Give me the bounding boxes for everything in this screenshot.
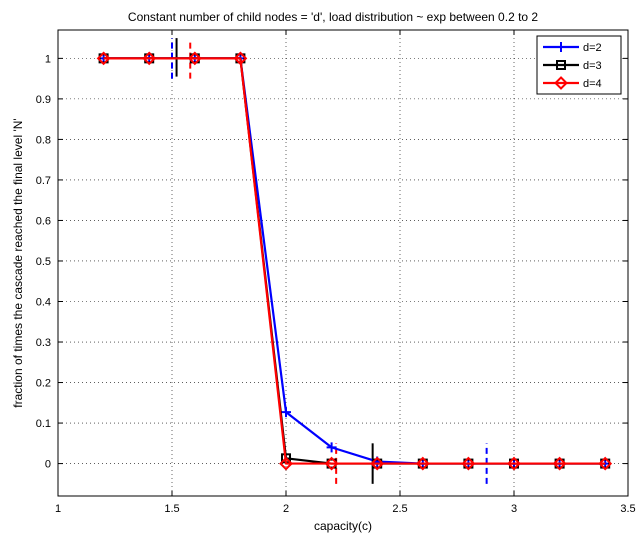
data-point: [461, 456, 476, 471]
y-tick-label: 0.3: [36, 337, 51, 349]
y-tick-label: 0.6: [36, 215, 51, 227]
plot-frame: [57, 29, 629, 497]
y-tick-label: 0.1: [36, 418, 51, 430]
data-point: [281, 407, 291, 418]
y-tick-label: 0.4: [36, 296, 51, 308]
series-d=4: [96, 51, 613, 471]
legend: d=2 d=3 d=4: [536, 35, 622, 95]
data-point: [415, 456, 430, 471]
tick-layer: 1 1.5 2 2.5 3 3.5 0 0.1 0.2 0.3 0.4 0.5 0.6 0.7 0.8 0.9…: [36, 30, 636, 515]
data-point: [233, 51, 248, 66]
plot-area: [58, 30, 628, 496]
grid-layer: [58, 30, 628, 496]
data-point: [324, 456, 339, 471]
legend-marker: [554, 76, 568, 90]
data-point: [598, 456, 613, 471]
y-tick-label: 0.5: [36, 256, 51, 268]
legend-marker: [556, 60, 566, 70]
x-tick-label: 3.5: [620, 503, 635, 515]
y-tick-label: 1: [45, 53, 51, 65]
data-point: [552, 456, 567, 471]
legend-label: d=4: [583, 78, 602, 90]
x-tick-label: 1: [55, 503, 61, 515]
chart-title: Constant number of child nodes = 'd', lo…: [128, 10, 539, 24]
data-point: [326, 442, 337, 453]
x-tick-label: 3: [511, 503, 517, 515]
x-tick-label: 1.5: [164, 503, 179, 515]
x-axis-label: capacity(c): [314, 519, 372, 533]
y-tick-label: 0: [45, 459, 51, 471]
data-point: [187, 51, 202, 66]
data-point: [96, 51, 111, 66]
series-layer: [96, 51, 613, 471]
data-point: [370, 456, 385, 471]
x-tick-label: 2: [283, 503, 289, 515]
legend-marker: [556, 42, 566, 52]
y-tick-label: 0.2: [36, 378, 51, 390]
data-point: [142, 51, 157, 66]
y-axis-label: fraction of times the cascade reached th…: [11, 118, 25, 407]
data-point: [279, 456, 293, 471]
legend-label: d=2: [583, 42, 602, 54]
y-tick-label: 0.8: [36, 134, 51, 146]
y-tick-label: 0.9: [36, 94, 51, 106]
legend-label: d=3: [583, 60, 602, 72]
x-tick-label: 2.5: [392, 503, 407, 515]
y-tick-label: 0.7: [36, 175, 51, 187]
data-point: [507, 456, 521, 471]
series-line: [103, 57, 606, 465]
